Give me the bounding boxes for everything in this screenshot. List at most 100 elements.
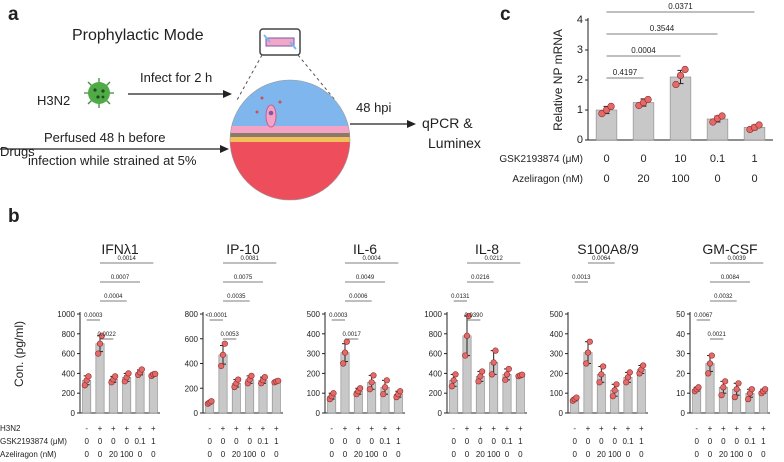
condition-value: 100 [365,450,379,459]
data-point [731,394,738,401]
data-point [462,352,469,359]
condition-value: + [734,424,739,433]
condition-value: + [478,424,483,433]
condition-row-label: Azeliragon (nM) [512,174,583,185]
chart-ip10: 0200400600800IP-100.00810.00750.0035<0.0… [185,241,283,459]
data-point [600,363,607,370]
data-point [208,398,215,405]
condition-value: 0 [465,450,470,459]
data-point [519,371,526,378]
data-point [96,340,104,347]
data-point [138,366,145,373]
condition-value: 0 [84,450,89,459]
data-point [706,360,714,367]
condition-value: + [111,424,116,433]
condition-value: + [383,424,388,433]
y-tick-label: 0 [577,134,583,146]
p-value-label: 0.0039 [727,256,746,262]
panel-a-label: a [8,4,19,25]
y-tick-label: 4 [577,14,583,26]
data-point [343,338,350,345]
data-point [681,65,689,74]
data-point [366,386,373,393]
y-tick-label: 400 [62,369,76,378]
condition-value: 1 [274,437,279,446]
tissue-cross-section [230,80,350,200]
condition-value: - [573,424,576,433]
condition-value: 20 [354,450,363,459]
data-point [125,370,132,377]
condition-value: 0 [356,437,361,446]
condition-value: 20 [597,450,606,459]
chart-title: IFNλ1 [101,241,139,257]
condition-value: 0 [586,437,591,446]
condition-value: 1 [751,153,757,165]
condition-value: + [98,424,103,433]
data-point [720,384,727,391]
chart-c: 0 1 2 3 4 Relative NP mRNA 0.0371 0.3544 0.0004 0… [551,2,773,185]
p-value-label: 0.0035 [227,294,246,300]
condition-value: 0 [761,450,766,459]
y-tick-label: 0 [194,409,199,418]
data-point [152,370,159,377]
p-value-label: 0.0021 [707,332,726,338]
condition-value: + [356,424,361,433]
chart-title: S100A8/9 [577,241,639,257]
condition-value: 0 [694,437,699,446]
condition-value: 0 [586,450,591,459]
condition-value: + [612,424,617,433]
chart-il8: 02004006008001000IL-80.02120.02160.01310… [424,241,527,459]
data-point [672,80,680,89]
condition-value: 0 [329,437,334,446]
data-point [718,392,725,399]
data-point [380,391,387,398]
condition-value: 0 [221,450,226,459]
y-tick-label: 600 [62,350,76,359]
data-point [463,332,471,339]
panel-c-label: c [500,4,511,25]
chip-icon [259,28,301,56]
data-point [584,349,592,356]
p-value-label: 0.0006 [349,294,368,300]
condition-value: 0 [234,437,239,446]
condition-value: 20 [719,450,728,459]
condition-value: 0 [478,437,483,446]
data-point [722,378,729,385]
chart-gmcsf: 01020304050GM-CSF0.00390.00840.00320.006… [676,241,770,459]
y-tick-label: 300 [550,350,564,359]
y-tick-label: 50 [676,310,685,319]
condition-value: + [343,424,348,433]
condition-value: 0 [639,450,644,459]
condition-value: 20 [109,450,118,459]
p-value-label: 0.4197 [613,68,638,77]
y-tick-label: 500 [307,310,321,319]
condition-value: 0 [111,437,116,446]
condition-value: + [221,424,226,433]
condition-value: 0 [124,437,129,446]
y-tick-label: 0 [71,409,76,418]
y-tick-label: 1 [577,104,583,116]
data-point [248,372,255,379]
condition-value: 0.1 [134,437,146,446]
condition-value: + [626,424,631,433]
p-value-label: 0.0131 [451,294,470,300]
data-point [705,370,712,377]
y-tick-label: 40 [676,330,685,339]
condition-value: + [151,424,156,433]
condition-value: + [761,424,766,433]
y-tick-label: 0 [681,409,686,418]
p-value-label: 0.0004 [104,294,123,300]
condition-value: 0 [343,450,348,459]
data-point [465,312,472,320]
data-point [596,379,603,386]
data-point [98,332,105,339]
p-value-label: 0.0032 [714,294,733,300]
y-tick-label: 800 [185,310,199,319]
data-point [598,371,605,378]
y-tick-label: 400 [429,369,443,378]
condition-value: + [138,424,143,433]
y-tick-label: 200 [185,384,199,393]
condition-value: + [721,424,726,433]
